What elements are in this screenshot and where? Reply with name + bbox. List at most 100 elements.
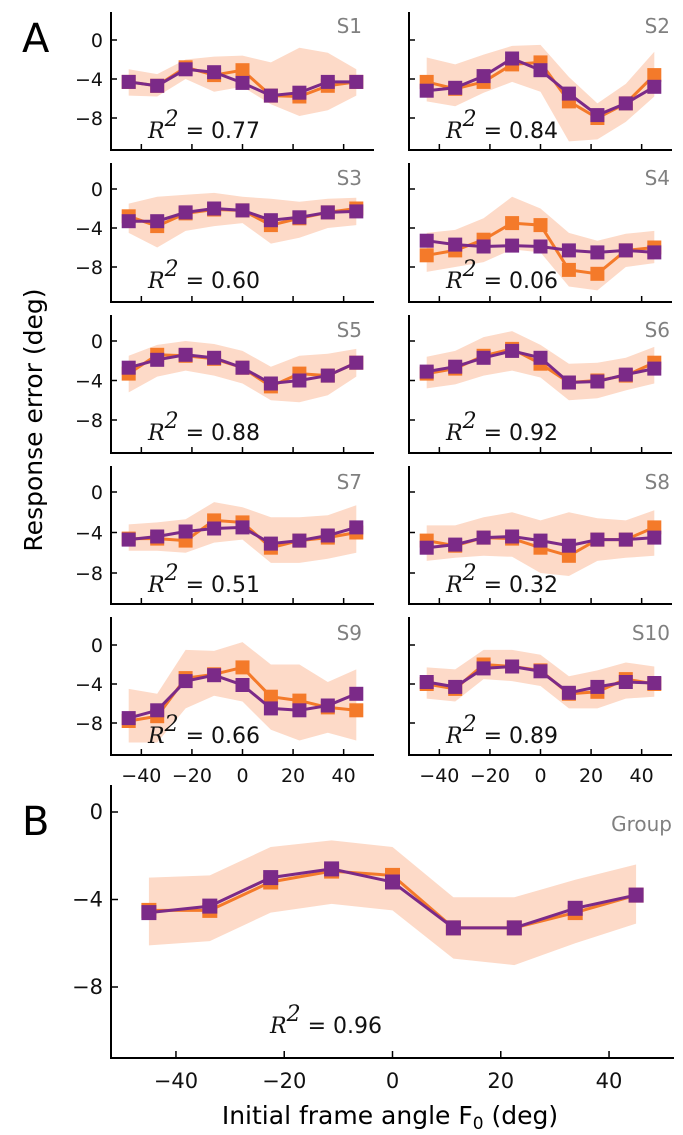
marker-model	[647, 530, 662, 545]
subject-label: S10	[632, 621, 670, 645]
r2-exponent: 2	[164, 561, 179, 586]
r2-value: = 0.96	[301, 1014, 382, 1039]
axis-spines	[408, 617, 672, 756]
r2-exponent: 2	[462, 561, 477, 586]
y-tick-label: 0	[91, 331, 103, 353]
marker-model	[385, 874, 400, 890]
marker-model	[533, 533, 548, 548]
marker-model	[178, 205, 193, 220]
x-tick-label: 40	[596, 1069, 623, 1093]
marker-model	[292, 373, 307, 388]
axis-spines	[408, 315, 672, 454]
subject-label: S9	[337, 621, 362, 645]
r2-annotation: R2 = 0.32	[445, 561, 558, 599]
panel-s7: 0 −4 −8 S7 R2 = 0.51	[75, 466, 374, 605]
r2-exponent: 2	[462, 257, 477, 282]
marker-data	[235, 660, 250, 675]
y-tick-label: −4	[75, 218, 103, 240]
y-tick-label: −4	[75, 674, 103, 696]
panel-s10: −40 −20 0 20 40 S10 R2 = 0.89	[408, 617, 672, 787]
x-tick-label: −20	[470, 765, 510, 787]
r2-annotation: R2 = 0.51	[147, 561, 260, 599]
marker-model	[590, 374, 605, 389]
marker-model	[207, 668, 222, 683]
marker-model	[533, 664, 548, 679]
marker-model	[445, 920, 461, 936]
marker-model	[533, 350, 548, 365]
marker-model	[349, 355, 364, 370]
r2-symbol: R	[445, 119, 463, 144]
marker-model	[618, 675, 633, 689]
marker-model	[618, 367, 633, 382]
marker-model	[448, 237, 463, 252]
marker-model	[448, 679, 463, 694]
r2-value: = 0.06	[477, 269, 558, 294]
marker-model	[320, 368, 335, 383]
r2-value: = 0.84	[477, 119, 558, 144]
marker-model	[618, 532, 633, 547]
r2-annotation: R2 = 0.66	[147, 712, 260, 750]
marker-data	[349, 703, 364, 718]
x-tick-label: −40	[419, 765, 459, 787]
marker-model	[178, 347, 193, 362]
x-tick-label: −20	[172, 765, 212, 787]
marker-model	[561, 86, 576, 101]
marker-model	[150, 703, 165, 718]
y-tick-label: −8	[75, 257, 103, 279]
x-axis-title-unit: (deg)	[484, 1101, 559, 1130]
subject-label: S8	[645, 470, 670, 494]
axis-spines	[110, 785, 674, 1059]
marker-model	[121, 360, 136, 375]
marker-model	[419, 675, 434, 689]
axis-spines	[110, 466, 374, 605]
marker-model	[590, 245, 605, 260]
panel-s6: S6 R2 = 0.92	[408, 315, 672, 454]
marker-model	[178, 62, 193, 77]
r2-symbol: R	[445, 724, 463, 749]
marker-model	[207, 201, 222, 216]
x-axis-title: Initial frame angle F0 (deg)	[222, 1101, 558, 1134]
marker-model	[647, 245, 662, 260]
marker-data	[235, 63, 250, 78]
r2-symbol: R	[445, 269, 463, 294]
marker-model	[476, 661, 491, 676]
marker-model	[567, 900, 583, 916]
subject-label: S2	[645, 14, 670, 38]
marker-model	[448, 80, 463, 95]
marker-data	[533, 218, 548, 233]
r2-exponent: 2	[286, 1002, 301, 1027]
r2-exponent: 2	[462, 409, 477, 434]
marker-model	[263, 870, 279, 886]
marker-model	[618, 96, 633, 111]
panel-group: 0 −4 −8 −40 −20 0 20 40 Group R2 = 0.96	[72, 785, 674, 1093]
marker-model	[320, 74, 335, 89]
marker-model	[448, 537, 463, 552]
subject-label: S7	[337, 470, 362, 494]
r2-annotation: R2 = 0.89	[445, 712, 558, 750]
y-tick-label: −4	[75, 371, 103, 393]
y-tick-label: 0	[91, 482, 103, 504]
marker-model	[320, 698, 335, 713]
y-tick-label: 0	[91, 179, 103, 201]
marker-data	[561, 262, 576, 277]
marker-model	[561, 243, 576, 258]
panel-s1: 0 −4 −8 S1 R2 = 0.77	[75, 12, 374, 151]
marker-model	[235, 520, 250, 535]
marker-model	[590, 532, 605, 547]
marker-model	[150, 78, 165, 93]
r2-symbol: R	[445, 573, 463, 598]
marker-model	[207, 521, 222, 536]
marker-model	[505, 238, 520, 253]
panel-s2: S2 R2 = 0.84	[408, 12, 672, 151]
marker-model	[292, 533, 307, 548]
y-tick-label: −8	[75, 713, 103, 735]
marker-model	[178, 674, 193, 689]
y-tick-label: −8	[75, 108, 103, 130]
x-tick-label: −40	[121, 765, 161, 787]
marker-model	[533, 239, 548, 254]
marker-model	[349, 74, 364, 89]
subject-label: S6	[645, 318, 670, 342]
confidence-band	[148, 840, 637, 966]
